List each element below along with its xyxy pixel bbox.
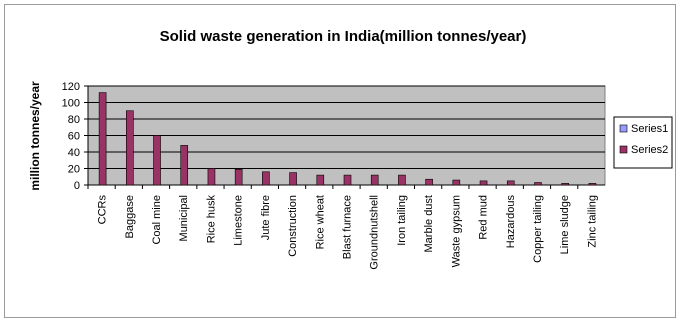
x-tick-label: Zinc tailing [586, 195, 598, 248]
legend-label: Series1 [631, 123, 668, 135]
x-tick-label: Blast furnace [342, 195, 354, 259]
y-tick-label: 60 [68, 131, 80, 143]
x-tick-label: Rice wheat [314, 195, 326, 249]
x-tick-label: Baggase [124, 195, 136, 238]
y-tick-label: 20 [68, 164, 80, 176]
bar-series2 [561, 183, 569, 186]
y-tick-label: 0 [74, 180, 80, 192]
bar-series2 [126, 110, 134, 186]
x-tick-label: Marble dust [423, 195, 435, 252]
x-tick-label: Rice husk [205, 195, 217, 244]
x-tick-label: Iron tailing [396, 195, 408, 246]
bar-series2 [398, 174, 406, 186]
legend-swatch-series1 [619, 124, 628, 133]
y-tick-label: 120 [62, 81, 80, 93]
bar-series2 [234, 169, 243, 186]
x-tick-label: Red mud [478, 195, 490, 240]
bar-series2 [153, 135, 161, 186]
bar-series2 [506, 180, 515, 186]
x-tick-label: Municipal [178, 195, 190, 241]
bar-series2 [370, 174, 379, 186]
bar-series2 [207, 168, 216, 186]
chart-title: Solid waste generation in India(million … [160, 28, 527, 45]
bar-series2 [262, 171, 270, 186]
y-tick-label: 80 [68, 114, 80, 126]
legend-label: Series2 [631, 144, 668, 156]
x-tick-label: Jute fibre [260, 195, 272, 240]
x-tick-label: Hazardous [505, 195, 517, 249]
x-tick-label: Coal mine [151, 195, 163, 245]
chart-frame: Solid waste generation in India(million … [4, 4, 676, 318]
y-axis-label: million tonnes/year [28, 81, 42, 191]
bar-series2 [316, 174, 325, 186]
chart-svg: Solid waste generation in India(million … [28, 28, 673, 270]
bar-series2 [425, 178, 433, 186]
x-tick-label: Construction [287, 195, 299, 257]
x-tick-label: Waste gypsum [450, 195, 462, 267]
x-tick-label: Limestone [233, 195, 245, 246]
legend-swatch-series2 [619, 145, 628, 154]
bar-series2 [98, 92, 107, 186]
y-tick-label: 100 [62, 98, 80, 110]
bar-series2 [452, 179, 461, 186]
x-tick-label: Groundnutshell [369, 195, 381, 270]
bar-series2 [289, 172, 297, 186]
y-tick-label: 40 [68, 147, 80, 159]
x-tick-label: Copper tailing [532, 195, 544, 263]
bar-series2 [343, 174, 352, 186]
x-tick-label: CCRs [97, 195, 109, 225]
bar-series2 [588, 183, 597, 186]
bar-series2 [180, 145, 189, 186]
x-tick-label: Lime sludge [559, 195, 571, 254]
bar-series2 [534, 182, 542, 186]
bar-series2 [479, 180, 488, 186]
